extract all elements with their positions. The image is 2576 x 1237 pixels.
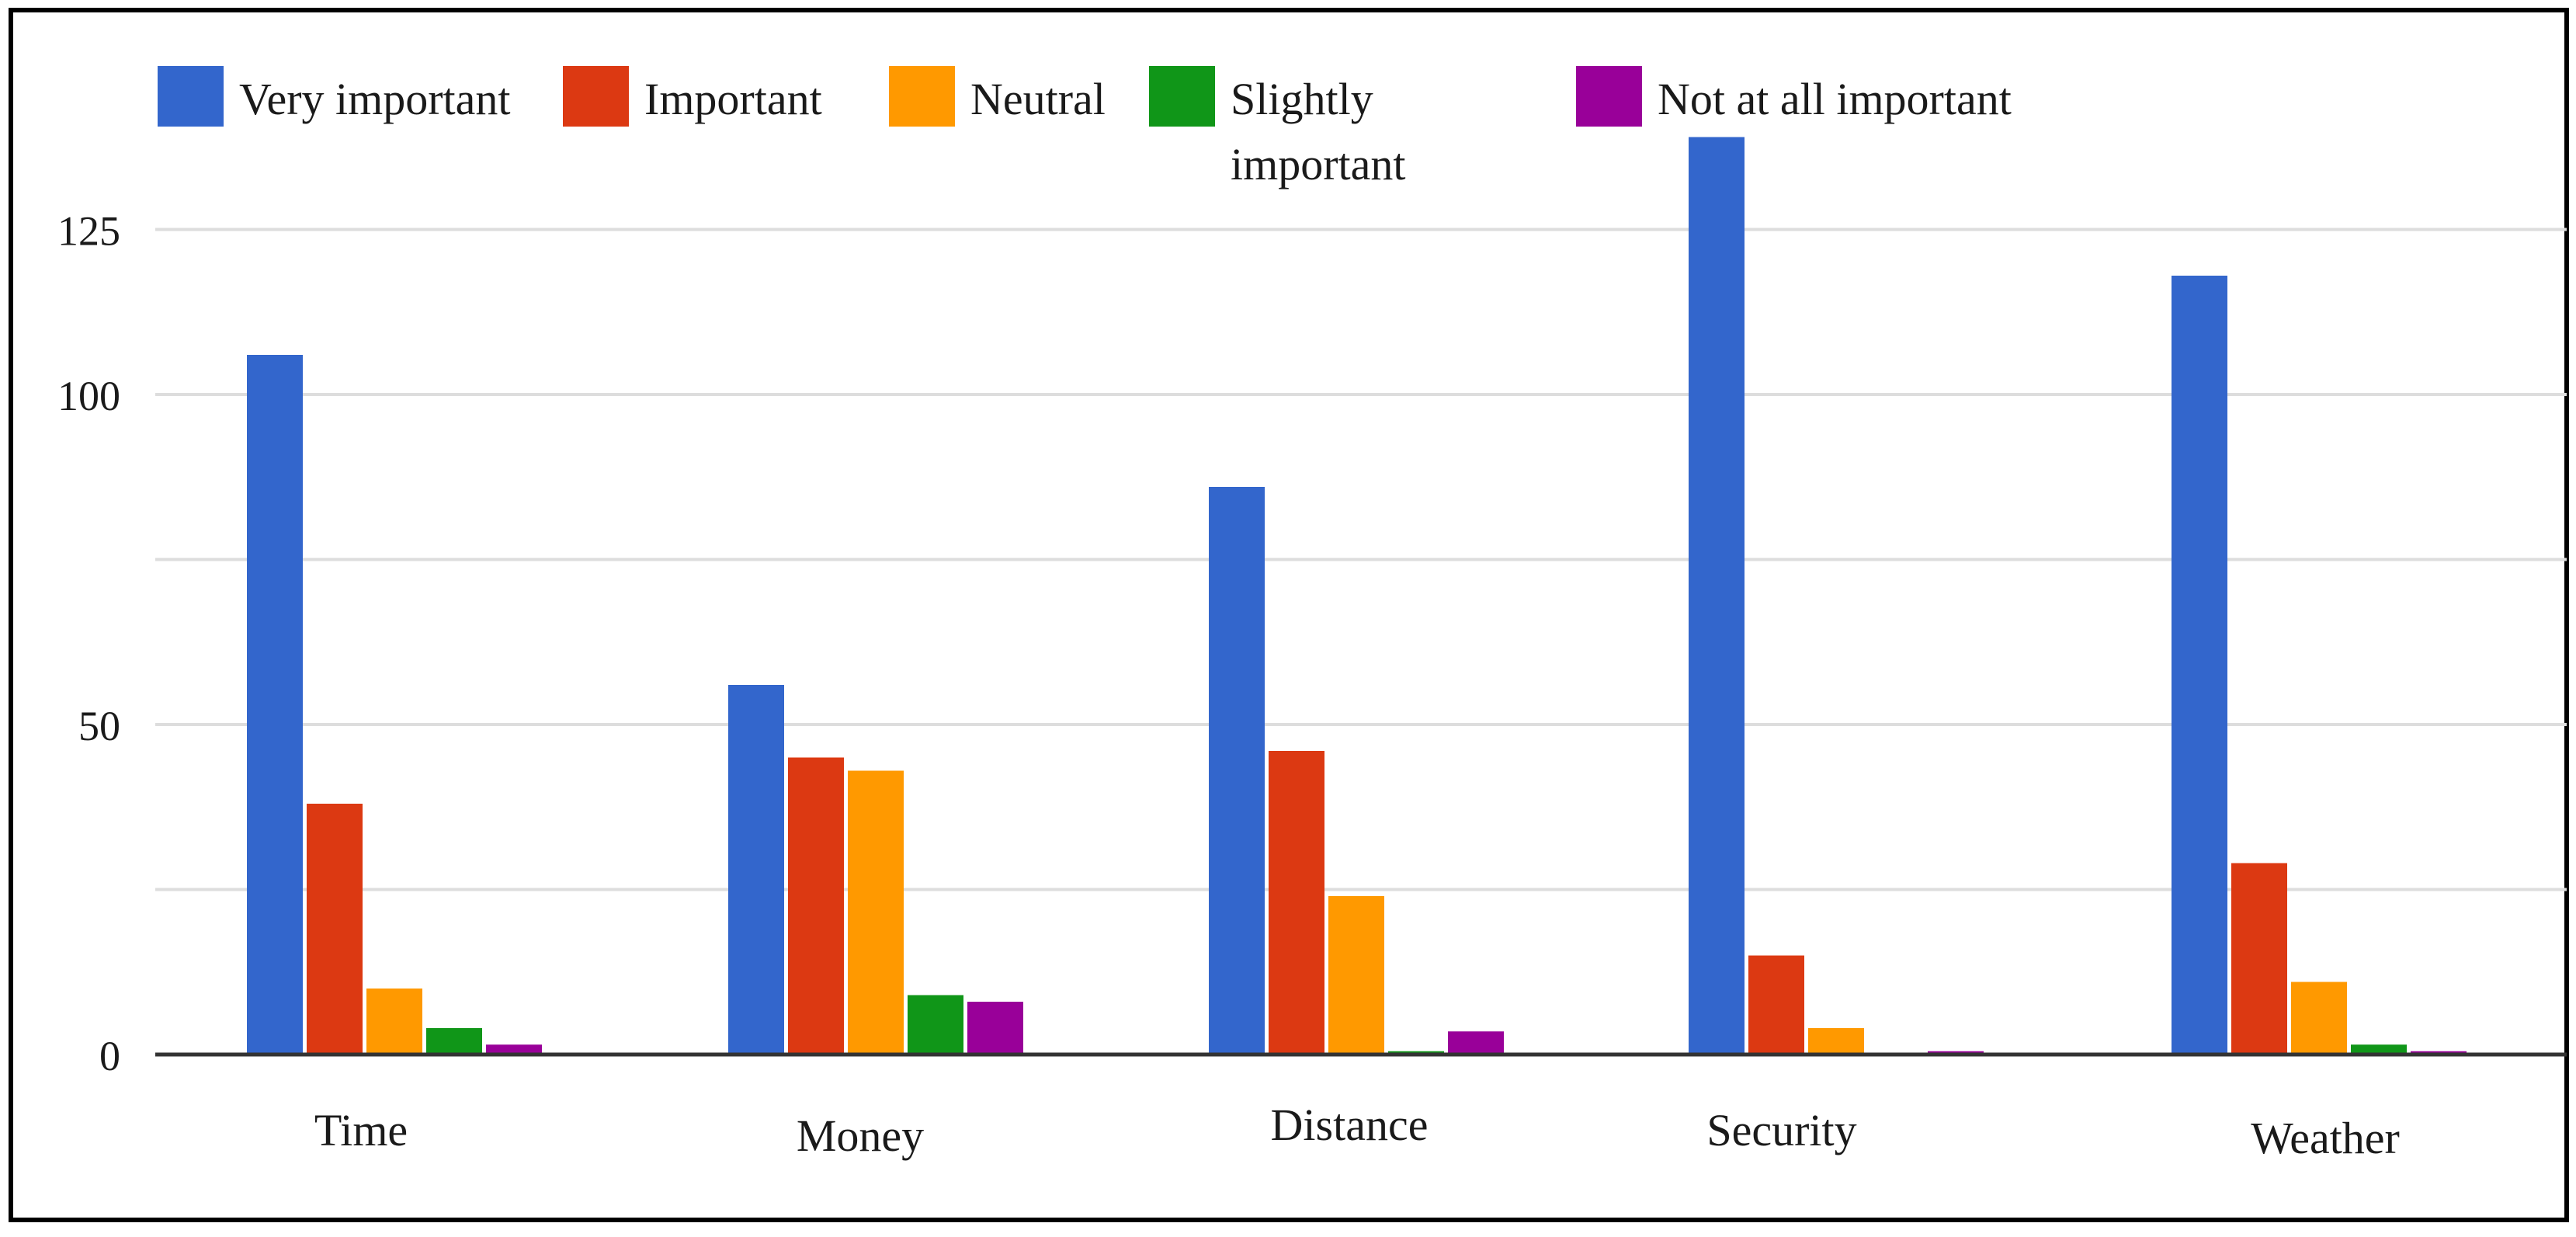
legend-label-not-at-all-important: Not at all important bbox=[1658, 74, 2012, 124]
bars-layer bbox=[247, 137, 2467, 1055]
bar-group-security bbox=[1689, 137, 1984, 1055]
category-label-distance: Distance bbox=[1271, 1100, 1429, 1150]
legend-swatch-slightly-important bbox=[1149, 66, 1215, 127]
legend-swatch-very-important bbox=[158, 66, 224, 127]
bar-distance-important bbox=[1269, 751, 1324, 1055]
category-label-weather: Weather bbox=[2251, 1113, 2400, 1163]
legend-label-very-important: Very important bbox=[239, 74, 511, 124]
bar-security-neutral bbox=[1808, 1028, 1864, 1055]
category-label-money: Money bbox=[797, 1110, 924, 1161]
bar-money-important bbox=[788, 757, 844, 1055]
legend-item-not-at-all-important: Not at all important bbox=[1576, 66, 2012, 127]
legend-label-important: Important bbox=[644, 74, 822, 124]
bar-time-not-at-all-important bbox=[486, 1044, 542, 1055]
bar-money-neutral bbox=[848, 770, 904, 1055]
bar-time-neutral bbox=[366, 989, 422, 1055]
bar-money-not-at-all-important bbox=[967, 1002, 1023, 1055]
legend-label-neutral: Neutral bbox=[970, 74, 1106, 124]
bar-group-weather bbox=[2172, 276, 2467, 1055]
bar-group-time bbox=[247, 355, 542, 1055]
legend-item-important: Important bbox=[563, 66, 822, 127]
y-tick-label-100: 100 bbox=[57, 373, 120, 419]
category-label-security: Security bbox=[1706, 1105, 1856, 1155]
bar-security-very-important bbox=[1689, 137, 1745, 1055]
bar-distance-not-at-all-important bbox=[1448, 1031, 1504, 1055]
bar-security-important bbox=[1748, 955, 1804, 1055]
bar-money-very-important bbox=[728, 685, 784, 1055]
grid-layer bbox=[155, 228, 2567, 891]
bar-time-important bbox=[307, 804, 363, 1055]
legend-label-slightly-important: Slightly important bbox=[1231, 74, 1406, 189]
category-label-time: Time bbox=[314, 1105, 408, 1155]
bar-group-money bbox=[728, 685, 1023, 1055]
bar-weather-very-important bbox=[2172, 276, 2227, 1055]
bar-time-slightly-important bbox=[426, 1028, 482, 1055]
legend-item-neutral: Neutral bbox=[889, 66, 1106, 127]
bar-weather-neutral bbox=[2291, 982, 2347, 1055]
legend-swatch-neutral bbox=[889, 66, 955, 127]
bar-time-very-important bbox=[247, 355, 303, 1055]
legend-item-very-important: Very important bbox=[158, 66, 511, 127]
bar-weather-important bbox=[2231, 863, 2287, 1055]
axis-layer: 0 50 100 125 Time Money Distance Security Weathe… bbox=[57, 208, 2567, 1163]
legend: Very important Important Neutral Slightly im… bbox=[158, 66, 2012, 189]
bar-money-slightly-important bbox=[908, 995, 963, 1055]
y-tick-label-125: 125 bbox=[57, 208, 120, 255]
bar-distance-very-important bbox=[1209, 487, 1265, 1055]
y-tick-label-0: 0 bbox=[99, 1033, 120, 1079]
bar-group-distance bbox=[1209, 487, 1504, 1055]
legend-swatch-not-at-all-important bbox=[1576, 66, 1642, 127]
y-tick-label-50: 50 bbox=[78, 703, 120, 749]
bar-weather-slightly-important bbox=[2351, 1044, 2407, 1055]
legend-item-slightly-important: Slightly important bbox=[1149, 66, 1406, 189]
legend-swatch-important bbox=[563, 66, 629, 127]
bar-distance-neutral bbox=[1328, 896, 1384, 1055]
